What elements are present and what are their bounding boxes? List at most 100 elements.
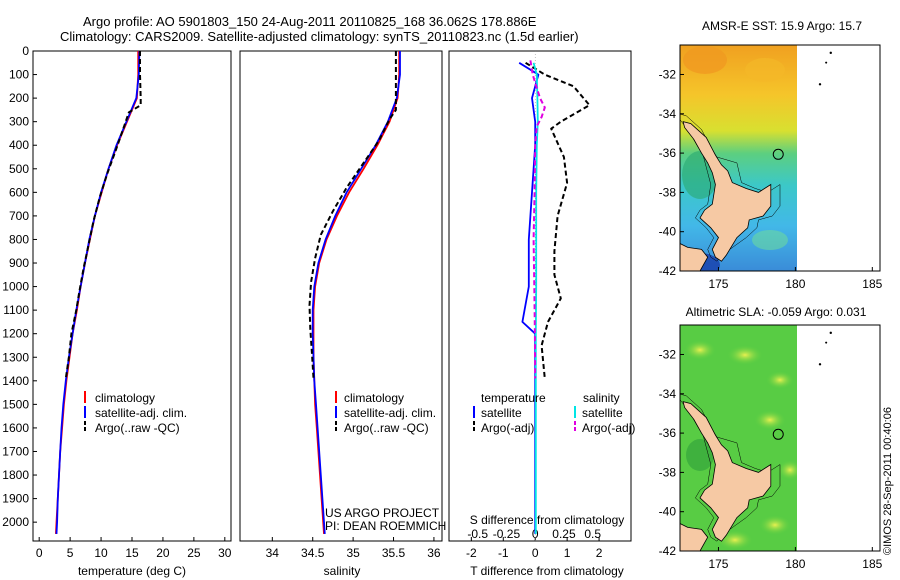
north-island-landmass [682,401,772,542]
map-y-tick-label: -34 [659,387,677,401]
legend-header-temperature: temperature [481,391,546,405]
salinity-axes-frame [239,50,443,542]
y-tick-label: 1100 [3,303,29,317]
map-y-tick-label: -32 [659,347,677,361]
y-tick-label: 2000 [2,515,29,529]
y-tick-label: 400 [9,138,29,152]
y-tick-label: 1600 [2,421,29,435]
x-tick-label: 2 [596,546,603,560]
y-tick-label: 500 [9,162,29,176]
map-y-tick-label: -42 [659,264,677,278]
project-annotation: US ARGO PROJECT [325,506,440,520]
x-tick-label: 34 [266,546,280,560]
x-tick-label: 34.5 [301,546,325,560]
difference-axes-frame [448,50,632,542]
map-y-tick-label: -34 [659,107,677,121]
y-tick-label: 1400 [2,374,29,388]
s-tick-label: 0.25 [552,527,576,541]
temperature-panel: 0 5 10 15 20 25 300100200300400500600700800900… [2,44,232,578]
s-difference-xlabel: S difference from climatology [470,513,625,527]
map-y-tick-label: -32 [659,67,677,81]
y-tick-label: 0 [22,44,29,58]
x-tick-label: -2 [466,546,477,560]
map-y-tick-label: -38 [659,465,677,479]
series-line-t-argo-adj [525,61,591,379]
y-tick-label: 100 [9,68,29,82]
s-tick-label: 0.5 [584,527,601,541]
y-tick-label: 1800 [2,468,29,482]
y-tick-label: 900 [9,256,29,270]
island-dot [818,363,822,366]
series-line-argo-raw-qc [64,51,142,379]
map-x-tick-label: 180 [785,557,805,571]
island-dot [825,61,828,64]
x-tick-label: 5 [67,546,74,560]
x-tick-label: 0 [36,546,43,560]
x-tick-label: 36 [427,546,441,560]
y-tick-label: 1300 [2,350,29,364]
sla-map-panel: Altimetric SLA: -0.059 Argo: 0.031 175 18… [659,305,883,571]
sst-map-frame [679,44,881,272]
x-tick-label: 35 [346,546,360,560]
sst-field [680,45,797,271]
float-position-marker [772,148,784,160]
y-tick-label: 700 [9,209,29,223]
series-line-argo-raw-qc [308,51,397,379]
map-y-tick-label: -38 [659,185,677,199]
map-y-tick-label: -36 [659,426,677,440]
island-dot [818,83,822,86]
north-island-landmass [682,121,772,262]
map-y-tick-label: -40 [659,505,677,519]
map-x-tick-label: 175 [708,277,728,291]
salinity-panel: 34 34.5 35 35.5 36 salinity climatology sate… [239,50,446,578]
x-tick-label: 35.5 [382,546,406,560]
legend-label-climatology: climatology [344,391,404,405]
sla-map-frame [679,324,881,552]
island-dot [829,51,832,55]
x-tick-label: 20 [156,546,170,560]
legend-label-t-satellite: satellite [481,406,522,420]
temperature-axes-frame [32,50,232,542]
x-tick-label: 15 [125,546,139,560]
float-position-marker [772,428,784,440]
legend-header-salinity: salinity [583,391,620,405]
south-island-landmass [680,243,709,271]
y-tick-label: 800 [9,232,29,246]
temperature-xlabel: temperature (deg C) [78,564,186,578]
island-dot [825,341,828,344]
y-tick-label: 300 [9,115,29,129]
x-tick-label: -1 [498,546,509,560]
y-tick-label: 600 [9,185,29,199]
t-difference-xlabel: T difference from climatology [470,564,624,578]
legend-label-climatology: climatology [95,391,155,405]
island-dot [829,331,832,335]
sla-map-title: Altimetric SLA: -0.059 Argo: 0.031 [686,305,867,319]
y-tick-label: 1700 [2,444,29,458]
sst-map-title: AMSR-E SST: 15.9 Argo: 15.7 [702,19,862,33]
y-tick-label: 1900 [2,492,29,506]
sla-field [680,325,797,551]
x-tick-label: 25 [187,546,201,560]
pi-annotation: PI: DEAN ROEMMICH [325,519,446,533]
map-y-tick-label: -42 [659,544,677,558]
s-tick-label: -0.5 [467,527,488,541]
figure-title-line1: Argo profile: AO 5901803_150 24-Aug-2011… [83,14,537,29]
difference-legend: temperature salinity satellite Argo(-adj… [473,391,635,435]
map-y-tick-label: -40 [659,225,677,239]
imos-timestamp: ©IMOS 28-Sep-2011 00:40:06 [882,407,894,555]
south-island-landmass [680,523,709,551]
x-tick-label: 1 [564,546,571,560]
y-tick-label: 1500 [2,397,29,411]
s-tick-label: -0.25 [493,527,521,541]
legend-label-s-argo: Argo(-adj) [582,421,635,435]
y-tick-label: 1200 [2,327,29,341]
salinity-legend: climatology satellite-adj. clim. Argo(..… [335,391,436,435]
series-line-s-satellite [532,62,539,534]
map-x-tick-label: 185 [862,277,882,291]
temperature-legend: climatology satellite-adj. clim. Argo(..… [84,391,187,435]
legend-label-satellite: satellite-adj. clim. [95,406,187,420]
map-x-tick-label: 180 [785,277,805,291]
y-tick-label: 200 [9,91,29,105]
series-line-s-argo-adj [529,60,546,379]
